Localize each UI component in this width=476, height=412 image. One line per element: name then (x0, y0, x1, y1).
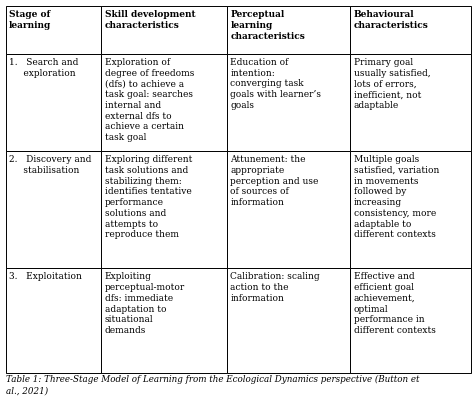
Bar (227, 268, 349, 373)
Bar (227, 151, 349, 268)
Text: Multiple goals
satisfied, variation
in movements
followed by
increasing
consiste: Multiple goals satisfied, variation in m… (353, 155, 438, 239)
Text: Calibration: scaling
action to the
information: Calibration: scaling action to the infor… (230, 272, 319, 303)
Text: Education of
intention:
converging task
goals with learner’s
goals: Education of intention: converging task … (230, 58, 320, 110)
Bar (101, 54, 227, 151)
Bar (6, 6, 101, 54)
Text: Stage of
learning: Stage of learning (9, 10, 51, 30)
Text: Effective and
efficient goal
achievement,
optimal
performance in
different conte: Effective and efficient goal achievement… (353, 272, 435, 335)
Text: Primary goal
usually satisfied,
lots of errors,
inefficient, not
adaptable: Primary goal usually satisfied, lots of … (353, 58, 429, 110)
Bar (227, 54, 349, 151)
Text: Exploration of
degree of freedoms
(dfs) to achieve a
task goal: searches
interna: Exploration of degree of freedoms (dfs) … (104, 58, 193, 142)
Bar (6, 268, 101, 373)
Bar (101, 151, 227, 268)
Text: 1.   Search and
     exploration: 1. Search and exploration (9, 58, 78, 78)
Bar (227, 6, 349, 54)
Bar (101, 6, 227, 54)
Text: Exploring different
task solutions and
stabilizing them:
identifies tentative
pe: Exploring different task solutions and s… (104, 155, 191, 239)
Text: 3.   Exploitation: 3. Exploitation (9, 272, 82, 281)
Text: Table 1: Three-Stage Model of Learning from the Ecological Dynamics perspective : Table 1: Three-Stage Model of Learning f… (6, 375, 418, 395)
Text: Perceptual
learning
characteristics: Perceptual learning characteristics (230, 10, 304, 41)
Bar (349, 54, 470, 151)
Text: 2.   Discovery and
     stabilisation: 2. Discovery and stabilisation (9, 155, 91, 175)
Bar (6, 54, 101, 151)
Bar (101, 268, 227, 373)
Text: Attunement: the
appropriate
perception and use
of sources of
information: Attunement: the appropriate perception a… (230, 155, 318, 207)
Text: Skill development
characteristics: Skill development characteristics (104, 10, 195, 30)
Text: Exploiting
perceptual-motor
dfs: immediate
adaptation to
situational
demands: Exploiting perceptual-motor dfs: immedia… (104, 272, 184, 335)
Bar (349, 6, 470, 54)
Bar (349, 268, 470, 373)
Bar (6, 151, 101, 268)
Bar (349, 151, 470, 268)
Text: Behavioural
characteristics: Behavioural characteristics (353, 10, 427, 30)
